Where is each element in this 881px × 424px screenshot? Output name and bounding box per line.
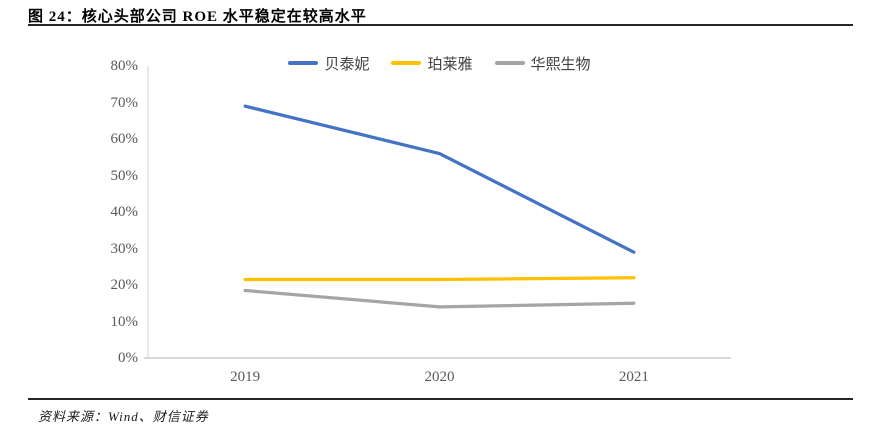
legend-line-swatch	[391, 61, 422, 65]
y-tick-label: 60%	[110, 131, 139, 147]
legend-item: 贝泰妮	[288, 53, 369, 74]
x-tick-label: 2021	[618, 369, 649, 385]
series-line-珀莱雅	[243, 276, 636, 282]
legend-item: 华熙生物	[494, 53, 591, 74]
y-tick-label: 70%	[110, 94, 139, 111]
figure-title: 图 24：核心头部公司 ROE 水平稳定在较高水平	[28, 9, 367, 25]
legend-line-swatch	[288, 61, 319, 65]
y-tick-label: 40%	[110, 204, 139, 220]
y-tick-label: 30%	[110, 240, 139, 257]
title-divider-rule	[28, 24, 853, 26]
legend-label: 贝泰妮	[324, 55, 370, 73]
y-tick-label: 10%	[110, 313, 139, 330]
series-line-华熙生物	[243, 288, 636, 309]
x-tick-label: 2019	[230, 369, 261, 385]
y-tick-label: 20%	[110, 277, 139, 293]
y-tick-label: 50%	[110, 167, 139, 184]
legend-line-swatch	[494, 61, 525, 65]
chart-legend: 贝泰妮 珀莱雅 华熙生物	[148, 52, 731, 74]
y-tick-label: 80%	[110, 58, 139, 74]
x-tick-label: 2020	[424, 369, 455, 385]
source-divider-rule	[28, 398, 853, 400]
legend-label: 珀莱雅	[427, 55, 473, 73]
series-line-贝泰妮	[243, 104, 636, 254]
source-note: 资料来源：Wind、财信证券	[38, 409, 209, 424]
legend-label: 华熙生物	[530, 55, 591, 73]
y-tick-label: 0%	[118, 350, 138, 366]
legend-item: 珀莱雅	[391, 53, 473, 74]
